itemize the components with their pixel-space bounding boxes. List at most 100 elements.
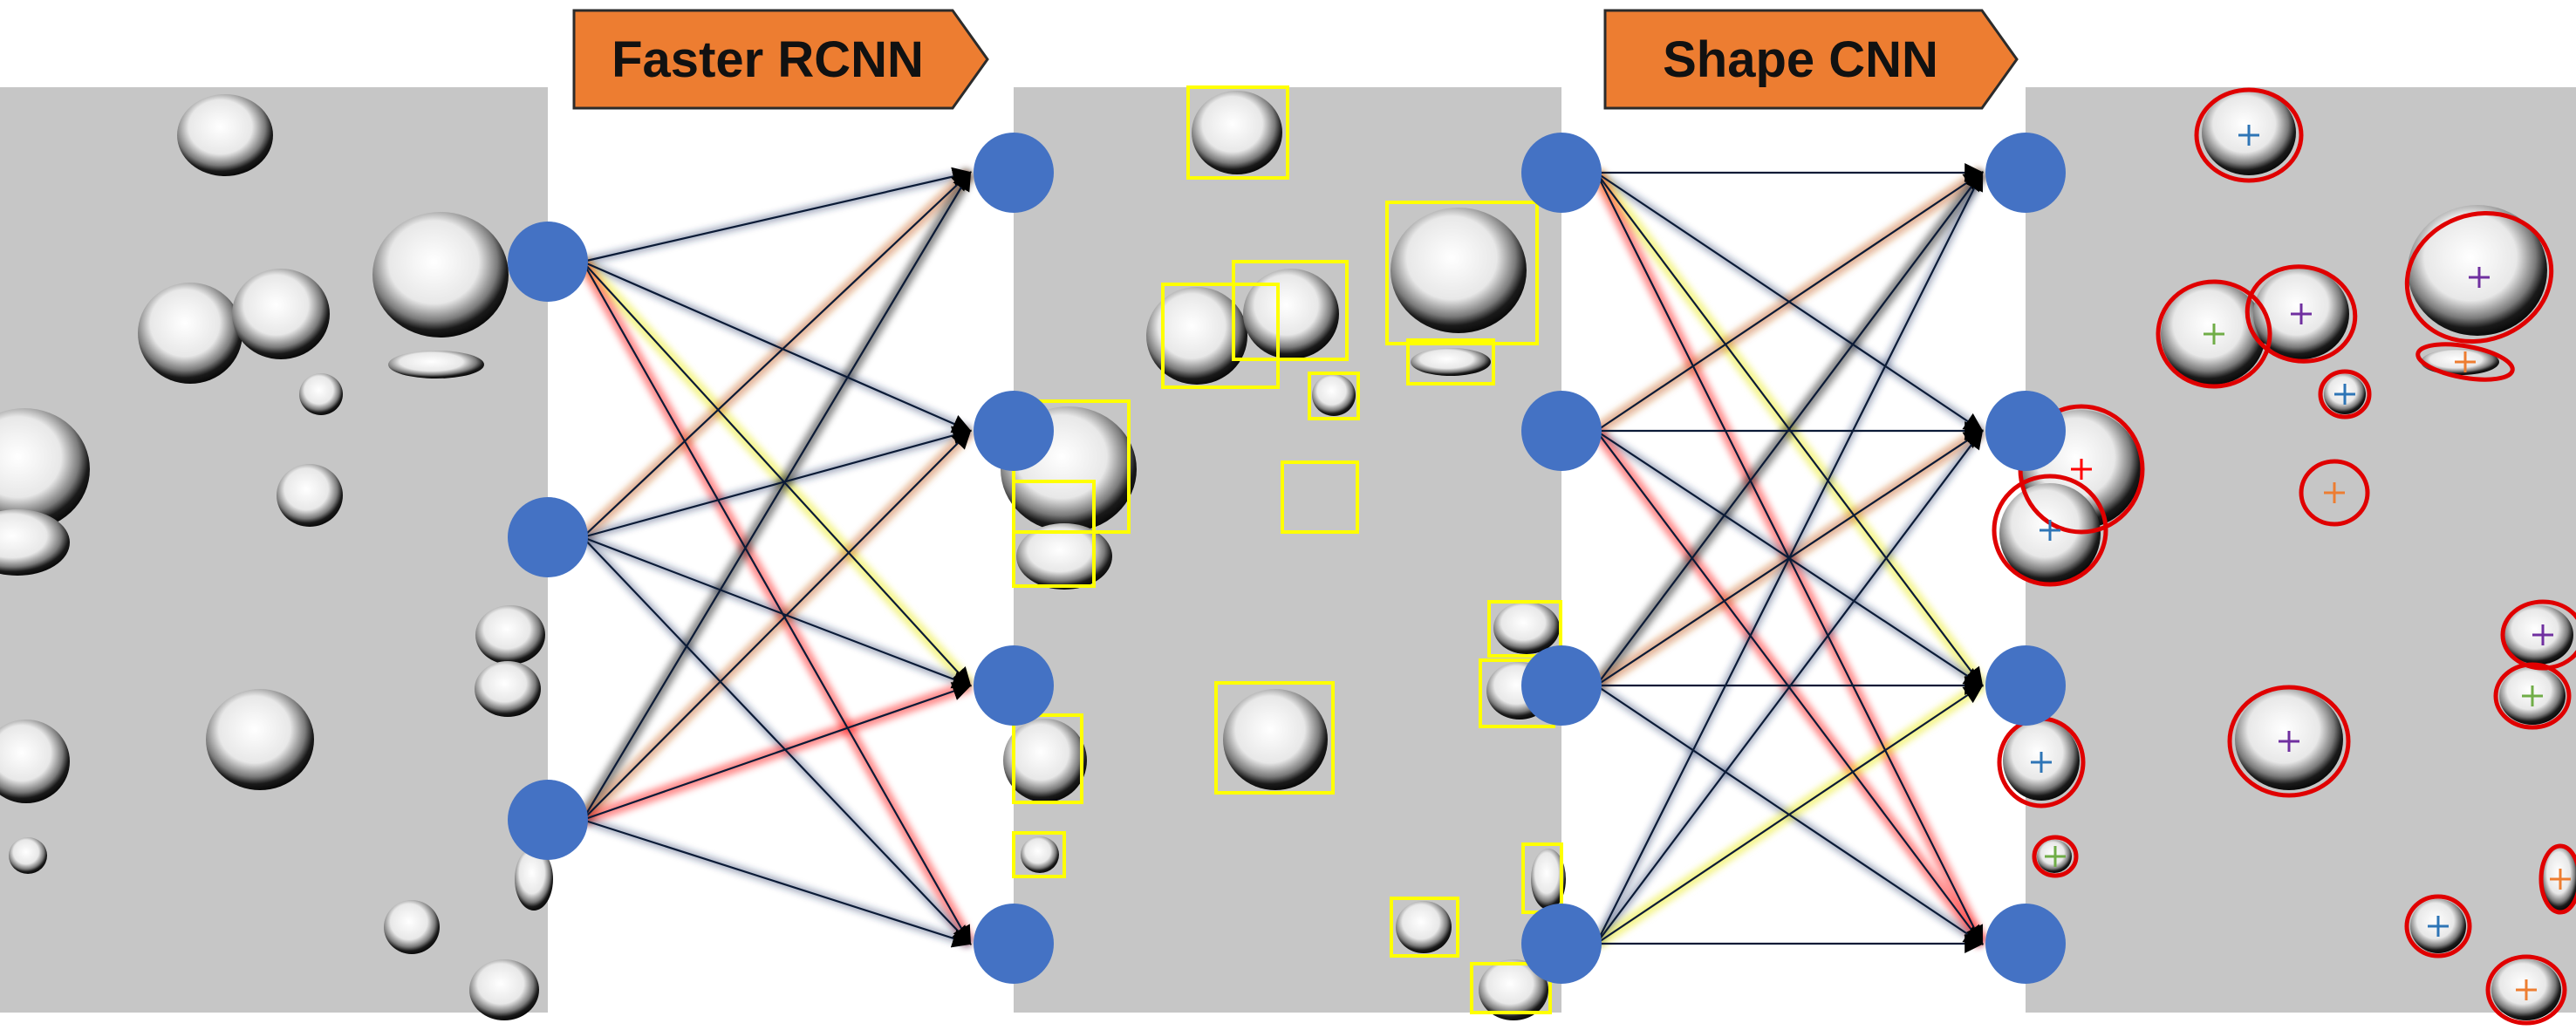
bubble [384, 900, 440, 954]
output-node [974, 133, 1054, 213]
bubble [206, 689, 314, 790]
detection-box [1281, 460, 1359, 534]
input-node [508, 497, 588, 577]
detected-bubbles [1001, 91, 1566, 1020]
bubble [515, 848, 553, 911]
detection-box [1012, 831, 1066, 878]
output-node [974, 904, 1054, 984]
bubble [0, 720, 70, 803]
input-node [1521, 645, 1602, 726]
bubble [2408, 205, 2547, 336]
bubble [1243, 269, 1339, 359]
fitted-ellipse [2415, 342, 2515, 382]
faster-rcnn-network [508, 133, 1054, 984]
detection-box [1406, 338, 1495, 385]
detection-box [1214, 681, 1335, 795]
bubble [277, 464, 343, 527]
fitted-ellipse [2227, 685, 2351, 798]
output-node [1985, 133, 2066, 213]
fitted-ellipse [2299, 459, 2370, 527]
network-edge [1595, 171, 1983, 945]
detection-box [1161, 283, 1280, 389]
shape-ellipses [1992, 87, 2576, 1026]
shape-cnn-network [1521, 133, 2066, 984]
fitted-ellipse [2500, 599, 2576, 671]
bubble [1223, 689, 1328, 790]
network-edge [582, 535, 973, 689]
bubble [177, 94, 273, 176]
bubble [1146, 287, 1247, 385]
output-node [1985, 391, 2066, 471]
detection-boxes [1012, 85, 1563, 1014]
fitted-ellipse [2194, 87, 2304, 183]
input-bubbles [0, 94, 553, 1020]
network-edge [1595, 429, 1984, 945]
bubble [1021, 836, 1059, 873]
output-node [1985, 645, 2066, 726]
bubble [0, 509, 70, 576]
bubble [299, 373, 343, 415]
bubble [1396, 901, 1452, 953]
bubble [138, 283, 243, 384]
bubble [0, 408, 90, 530]
bubble [1390, 208, 1527, 333]
network-edge [582, 261, 972, 687]
bubble [475, 661, 541, 717]
bubble [1192, 91, 1282, 174]
input-node [1521, 133, 1602, 213]
detection-box [1186, 85, 1289, 180]
fitted-ellipse [2318, 369, 2372, 420]
bubble [388, 351, 484, 379]
fitted-ellipse [1992, 474, 2108, 587]
input-node [1521, 904, 1602, 984]
network-edge [582, 167, 973, 263]
network-edge [582, 429, 972, 821]
detection-box [1308, 372, 1360, 420]
output-node [974, 391, 1054, 471]
input-node [508, 222, 588, 302]
bubble [469, 959, 539, 1020]
bubble [1312, 374, 1356, 416]
bubble [9, 837, 47, 874]
network-edge [1595, 171, 1984, 686]
faster-rcnn-label-text: Faster RCNN [612, 31, 924, 88]
detection-box [1232, 260, 1349, 361]
network-edge [582, 682, 973, 822]
bubble [1003, 719, 1087, 802]
network-edge [582, 260, 973, 433]
network-edge [1595, 684, 1984, 945]
bubble [1479, 959, 1548, 1020]
output-node [1985, 904, 2066, 984]
bubble [1411, 348, 1491, 376]
fitted-ellipse [2404, 210, 2554, 344]
shape-cnn-label: Shape CNN [1603, 9, 2019, 110]
fitted-ellipse [2245, 264, 2358, 364]
network-edge [582, 261, 972, 945]
faster-rcnn-label: Faster RCNN [572, 9, 989, 110]
output-node [974, 645, 1054, 726]
fitted-ellipse [2032, 835, 2079, 878]
network-edge [582, 536, 972, 945]
bubble [475, 605, 545, 665]
shape-cnn-label-text: Shape CNN [1663, 31, 1938, 88]
input-node [1521, 391, 1602, 471]
fitted-ellipse [2485, 954, 2567, 1026]
detection-box [1390, 897, 1459, 958]
network-edge [582, 171, 972, 821]
fitted-ellipse [2156, 279, 2272, 389]
bubble [1531, 849, 1566, 910]
fitted-ellipse [2404, 894, 2472, 958]
detection-box [1012, 480, 1096, 588]
detection-box [1487, 600, 1562, 658]
network-edge [582, 426, 973, 539]
network-edge [1595, 171, 1984, 432]
detection-box [1470, 962, 1552, 1014]
input-node [508, 780, 588, 860]
bubble [1493, 602, 1560, 654]
network-edge [582, 818, 973, 948]
network-edge [582, 171, 972, 538]
bubble [1016, 523, 1112, 590]
bubble [372, 212, 509, 338]
detection-box [1385, 201, 1539, 345]
